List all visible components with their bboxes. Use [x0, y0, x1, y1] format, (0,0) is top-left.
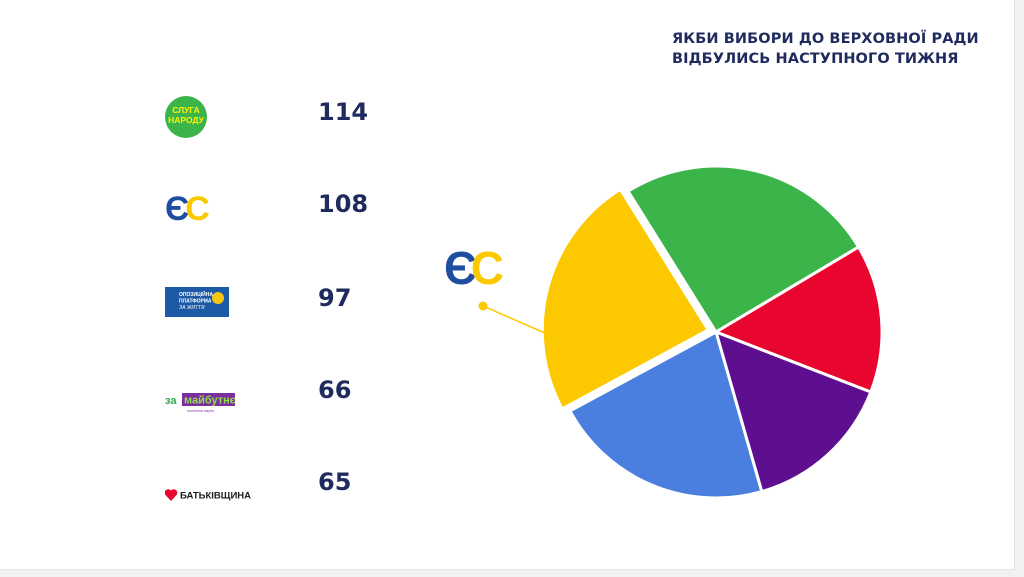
- batkivshchyna-logo-word: БАТЬКІВЩИНА: [180, 491, 251, 502]
- pie-slice-1: [540, 187, 710, 411]
- party-row-es: ЄС 108: [0, 186, 420, 234]
- pie-slice-3: [714, 330, 873, 494]
- party-row-sluha-narodu: СЛУГА НАРОДУ 114: [0, 94, 420, 142]
- sluha-narodu-logo: СЛУГА НАРОДУ: [165, 96, 207, 138]
- za-logo-word: за: [165, 395, 177, 407]
- callout-leader-line: [482, 305, 546, 334]
- seats-za-maibutnie: 66: [318, 376, 352, 404]
- es-logo: ЄС: [165, 190, 213, 228]
- sluha-logo-line-1: СЛУГА: [172, 105, 200, 115]
- opzzh-logo-line-2: ПЛАТФОРМА: [179, 299, 212, 305]
- seats-es: 108: [318, 190, 369, 218]
- opzzh-logo-line-3: ЗА ЖИТТЯ: [179, 305, 205, 311]
- seats-sluha-narodu: 114: [318, 98, 369, 126]
- heart-icon: [165, 489, 178, 501]
- pie-slices: [540, 164, 884, 500]
- pie-slice-2: [568, 330, 764, 500]
- pie-slice-0: [626, 164, 861, 334]
- pie-chart: ЄС: [444, 164, 884, 500]
- opzzh-logo: ОПОЗИЦІЙНА ПЛАТФОРМА ЗА ЖИТТЯ: [165, 287, 229, 317]
- batkivshchyna-logo: БАТЬКІВЩИНА: [165, 489, 251, 502]
- slide: ЯКБИ ВИБОРИ ДО ВЕРХОВНОЇ РАДИ ВІДБУЛИСЬ …: [0, 0, 1015, 570]
- sluha-logo-line-2: НАРОДУ: [168, 115, 204, 125]
- title-line-1: ЯКБИ ВИБОРИ ДО ВЕРХОВНОЇ РАДИ: [672, 31, 979, 47]
- seats-batkivshchyna: 65: [318, 468, 352, 496]
- title-line-2: ВІДБУЛИСЬ НАСТУПНОГО ТИЖНЯ: [672, 51, 959, 67]
- callout-es-logo: ЄС: [444, 242, 503, 294]
- party-row-za-maibutnie: за майбутнє політична партія 66: [0, 372, 420, 420]
- party-row-opzzh: ОПОЗИЦІЙНА ПЛАТФОРМА ЗА ЖИТТЯ 97: [0, 280, 420, 328]
- party-row-batkivshchyna: БАТЬКІВЩИНА 65: [0, 464, 420, 512]
- callout-dot: [478, 301, 488, 311]
- seats-opzzh: 97: [318, 284, 352, 312]
- za-maibutnie-logo: за майбутнє політична партія: [165, 393, 235, 413]
- maibutnie-logo-word: майбутнє: [184, 395, 235, 407]
- chart-title: ЯКБИ ВИБОРИ ДО ВЕРХОВНОЇ РАДИ ВІДБУЛИСЬ …: [672, 29, 992, 69]
- pie-slice-4: [714, 245, 884, 394]
- za-logo-subtitle: політична партія: [187, 409, 214, 413]
- opzzh-logo-line-1: ОПОЗИЦІЙНА: [179, 290, 213, 298]
